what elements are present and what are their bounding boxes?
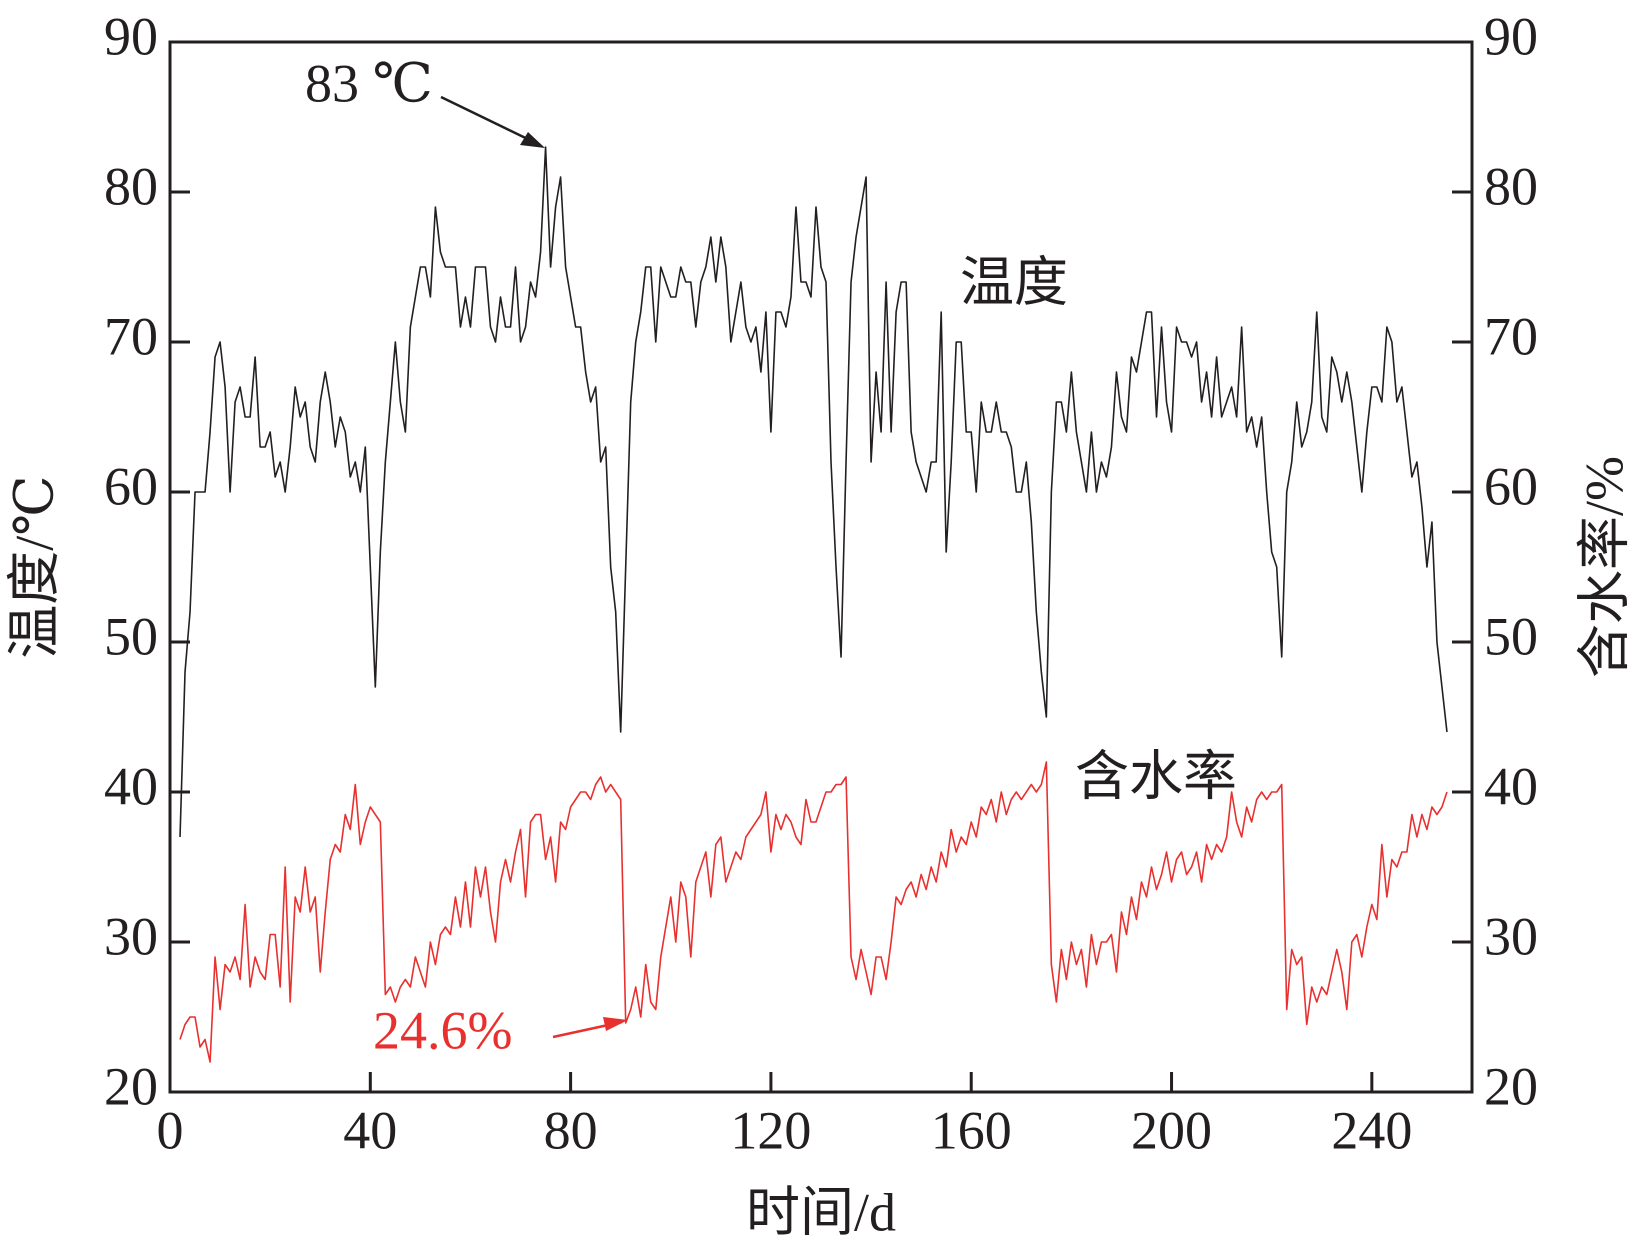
series-label: 含水率: [1075, 746, 1237, 806]
y-tick-label: 50: [104, 606, 158, 666]
y2-tick-label: 30: [1484, 906, 1538, 966]
annotation: 83 ℃: [305, 53, 433, 113]
axes-frame: [168, 40, 1474, 1094]
y2-tick-label: 80: [1484, 156, 1538, 216]
x-tick-label: 200: [1131, 1100, 1212, 1160]
series-label: 温度: [960, 252, 1068, 312]
y2-axis-label: 含水率/%: [1574, 456, 1634, 678]
x-tick-label: 40: [343, 1100, 397, 1160]
y-tick-label: 70: [104, 306, 158, 366]
series-line: [179, 761, 1448, 1063]
series-line: [179, 146, 1448, 838]
y2-tick-label: 50: [1484, 606, 1538, 666]
y-tick-label: 40: [104, 756, 158, 816]
y-tick-label: 60: [104, 456, 158, 516]
x-tick-label: 120: [730, 1100, 811, 1160]
x-axis-label: 时间/d: [746, 1182, 896, 1242]
y-tick-label: 90: [104, 6, 158, 66]
arrow-head: [603, 1017, 628, 1031]
y-tick-label: 30: [104, 906, 158, 966]
y2-tick-label: 20: [1484, 1056, 1538, 1116]
y2-tick-label: 60: [1484, 456, 1538, 516]
y-tick-label: 80: [104, 156, 158, 216]
y2-tick-label: 40: [1484, 756, 1538, 816]
y-axis-label: 温度/℃: [4, 475, 64, 658]
y-tick-label: 20: [104, 1056, 158, 1116]
x-tick-label: 0: [157, 1100, 184, 1160]
annotation-arrow: [440, 95, 541, 147]
x-tick-label: 240: [1331, 1100, 1412, 1160]
annotation: 24.6%: [373, 1000, 512, 1060]
y2-tick-label: 70: [1484, 306, 1538, 366]
y2-tick-label: 90: [1484, 6, 1538, 66]
x-tick-label: 80: [544, 1100, 598, 1160]
plot-area: [179, 146, 1448, 1063]
arrow-head: [520, 132, 545, 148]
x-tick-label: 160: [931, 1100, 1012, 1160]
